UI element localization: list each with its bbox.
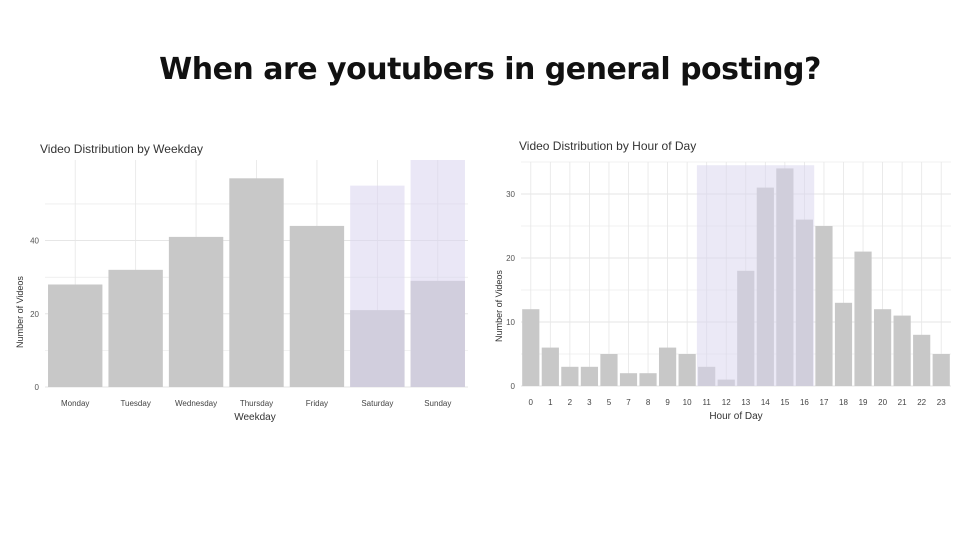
x-axis-label: Weekday [234,412,276,423]
slide-title: When are youtubers in general posting? [159,52,821,87]
bar [913,334,931,386]
x-tick-label: 17 [820,398,829,407]
bar [229,178,284,387]
highlight-region [410,160,465,387]
x-tick-label: 20 [878,398,887,407]
weekday-chart-svg: Video Distribution by Weekday Weekday Nu… [15,142,468,423]
y-axis-label: Number of Videos [494,270,504,342]
chart-title: Video Distribution by Weekday [40,142,203,156]
bar [168,236,224,387]
x-tick-label: Saturday [361,399,393,408]
x-tick-label: 0 [529,398,534,407]
y-tick-label: 0 [511,382,516,391]
x-tick-label: 11 [703,398,712,407]
x-tick-label: 2 [568,398,573,407]
bar [815,226,833,386]
x-tick-label: 22 [917,398,926,407]
x-tick-label: 14 [761,398,770,407]
x-axis-label: Hour of Day [709,411,762,422]
x-tick-label: 23 [937,398,946,407]
x-tick-label: Thursday [240,399,273,408]
bar [522,309,540,386]
hour-chart: Video Distribution by Hour of Day Hour o… [485,128,965,428]
bar [561,366,579,386]
hour-chart-svg: Video Distribution by Hour of Day Hour o… [494,139,951,422]
y-tick-label: 40 [30,237,39,246]
x-tick-label: 1 [548,398,553,407]
x-tick-label: Wednesday [175,399,217,408]
y-tick-label: 30 [506,190,515,199]
bar [873,309,892,386]
bar [678,354,696,386]
bar [932,354,950,386]
x-tick-label: 8 [646,398,651,407]
bar [289,225,345,387]
x-tick-label: 19 [859,398,868,407]
x-tick-label: 18 [839,398,848,407]
bar [108,269,163,387]
x-tick-label: Friday [306,399,328,408]
bar [48,284,103,387]
x-tick-label: 5 [607,398,612,407]
y-tick-label: 0 [35,383,40,392]
x-tick-label: 15 [780,398,789,407]
x-tick-label: 13 [741,398,750,407]
x-tick-label: 12 [722,398,731,407]
highlight-region [696,165,815,386]
bar [619,373,638,386]
bar [834,302,853,386]
weekday-chart: Video Distribution by Weekday Weekday Nu… [0,130,480,430]
bar [854,251,872,386]
bar [580,366,599,386]
x-tick-label: 3 [587,398,592,407]
x-tick-label: 9 [665,398,670,407]
x-tick-label: 21 [898,398,907,407]
y-tick-label: 20 [506,254,515,263]
y-axis-label: Number of Videos [15,276,25,348]
bar [658,347,677,386]
y-tick-label: 20 [30,310,39,319]
x-tick-label: 16 [800,398,809,407]
bar [893,315,911,386]
bar [639,373,657,386]
x-tick-label: Tuesday [120,399,150,408]
x-tick-label: 7 [626,398,631,407]
x-tick-label: Sunday [424,399,451,408]
bar [600,354,618,386]
y-tick-label: 10 [506,318,515,327]
x-tick-label: Monday [61,399,89,408]
x-tick-label: 10 [683,398,692,407]
bar [541,347,559,386]
highlight-region [350,185,405,387]
chart-title: Video Distribution by Hour of Day [519,139,696,153]
